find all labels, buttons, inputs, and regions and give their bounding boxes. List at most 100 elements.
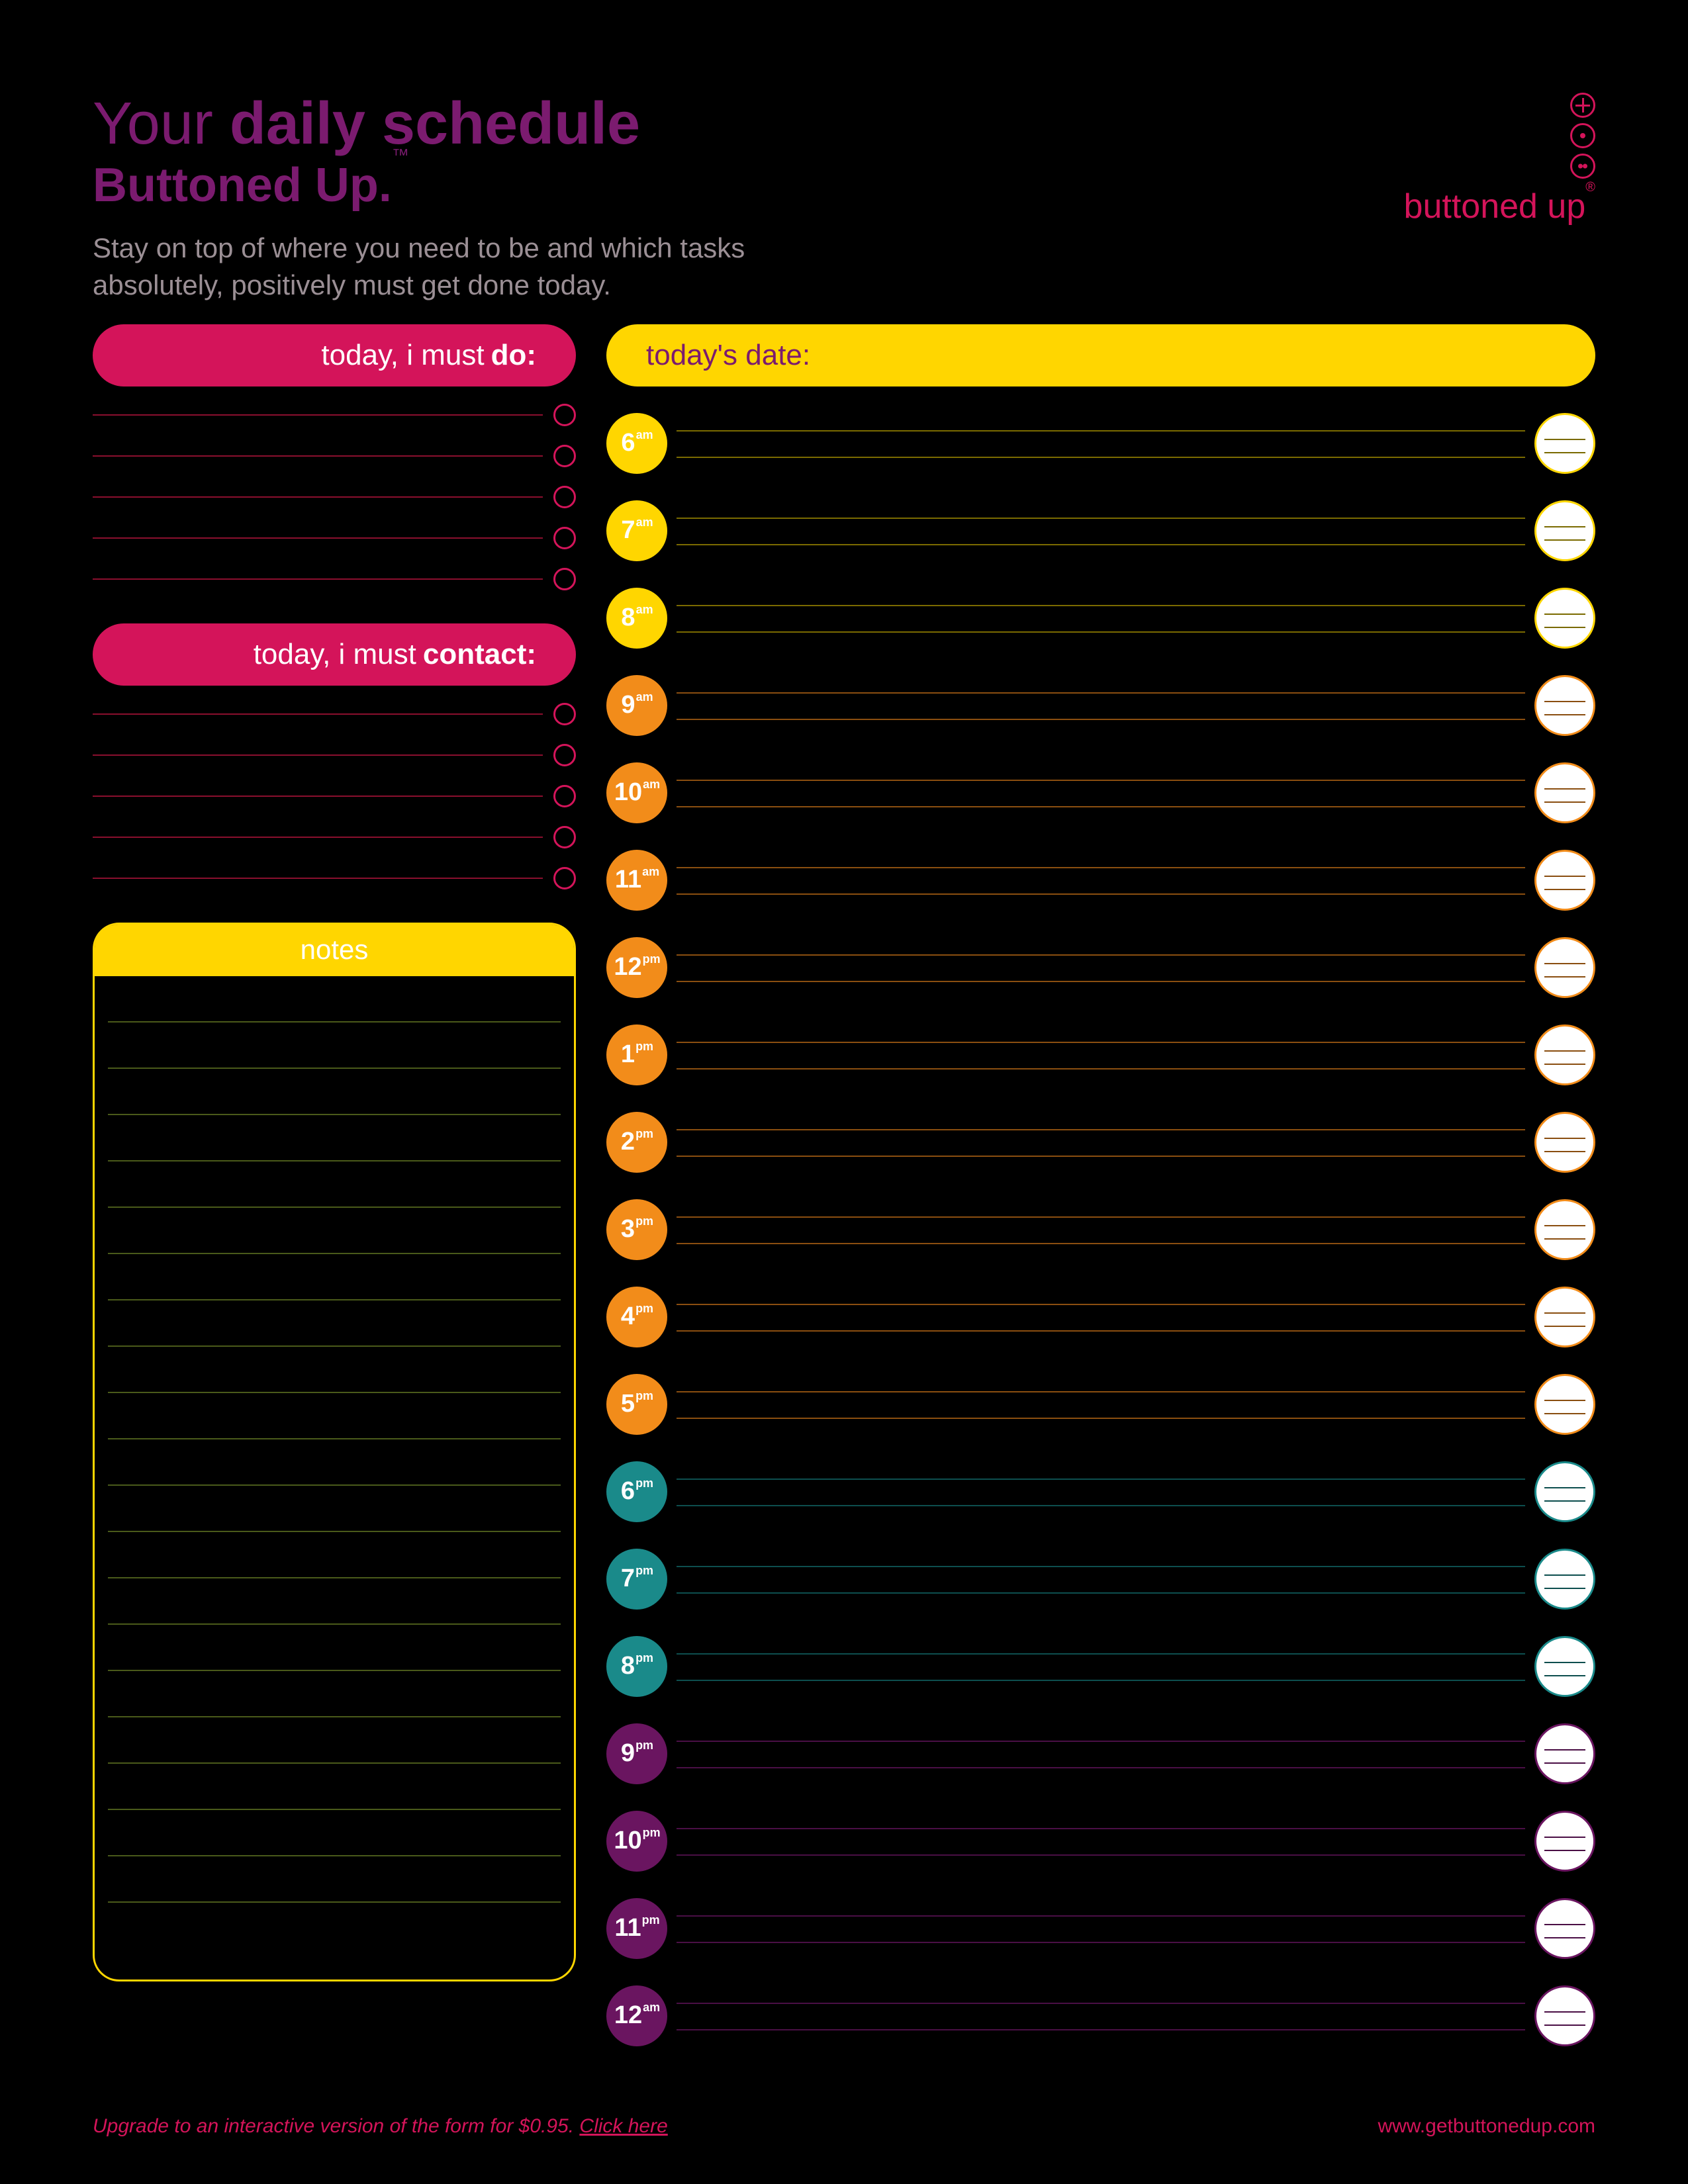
end-bubble[interactable] [1534,413,1595,474]
timeline-slot[interactable]: 11am [606,837,1595,924]
end-bubble[interactable] [1534,1898,1595,1959]
checklist-row[interactable] [93,559,576,600]
checklist-line[interactable] [93,537,543,539]
notes-line[interactable] [108,1625,561,1671]
slot-writing-lines[interactable] [677,1734,1525,1774]
slot-writing-lines[interactable] [677,1385,1525,1424]
checklist-line[interactable] [93,496,543,498]
slot-writing-lines[interactable] [677,1996,1525,2036]
checklist-row[interactable] [93,477,576,518]
end-bubble[interactable] [1534,1024,1595,1085]
timeline-slot[interactable]: 1pm [606,1011,1595,1099]
notes-line[interactable] [108,1161,561,1208]
slot-writing-lines[interactable] [677,773,1525,813]
timeline-slot[interactable]: 7am [606,487,1595,574]
checklist-line[interactable] [93,713,543,715]
notes-line[interactable] [108,976,561,1023]
end-bubble[interactable] [1534,850,1595,911]
checkbox-circle[interactable] [553,826,576,848]
end-bubble[interactable] [1534,588,1595,649]
checkbox-circle[interactable] [553,445,576,467]
notes-line[interactable] [108,1439,561,1486]
notes-line[interactable] [108,1903,561,1949]
checkbox-circle[interactable] [553,486,576,508]
notes-line[interactable] [108,1532,561,1578]
checkbox-circle[interactable] [553,568,576,590]
checklist-row[interactable] [93,394,576,435]
slot-writing-lines[interactable] [677,686,1525,725]
checkbox-circle[interactable] [553,527,576,549]
slot-writing-lines[interactable] [677,1647,1525,1686]
notes-line[interactable] [108,1115,561,1161]
end-bubble[interactable] [1534,1199,1595,1260]
notes-line[interactable] [108,1717,561,1764]
end-bubble[interactable] [1534,937,1595,998]
end-bubble[interactable] [1534,1287,1595,1347]
slot-writing-lines[interactable] [677,598,1525,638]
checklist-row[interactable] [93,858,576,899]
slot-writing-lines[interactable] [677,1472,1525,1512]
checkbox-circle[interactable] [553,867,576,889]
timeline-slot[interactable]: 6am [606,400,1595,487]
timeline-slot[interactable]: 8pm [606,1623,1595,1710]
checklist-row[interactable] [93,694,576,735]
timeline-slot[interactable]: 10pm [606,1797,1595,1885]
slot-writing-lines[interactable] [677,948,1525,987]
timeline-slot[interactable]: 9am [606,662,1595,749]
slot-writing-lines[interactable] [677,511,1525,551]
timeline-slot[interactable]: 6pm [606,1448,1595,1535]
slot-writing-lines[interactable] [677,1909,1525,1948]
notes-line[interactable] [108,1347,561,1393]
end-bubble[interactable] [1534,1723,1595,1784]
end-bubble[interactable] [1534,762,1595,823]
checklist-line[interactable] [93,455,543,457]
slot-writing-lines[interactable] [677,1122,1525,1162]
notes-line[interactable] [108,1393,561,1439]
end-bubble[interactable] [1534,1985,1595,2046]
slot-writing-lines[interactable] [677,1297,1525,1337]
notes-line[interactable] [108,1764,561,1810]
checklist-line[interactable] [93,878,543,879]
notes-line[interactable] [108,1810,561,1856]
end-bubble[interactable] [1534,1374,1595,1435]
checklist-line[interactable] [93,796,543,797]
end-bubble[interactable] [1534,500,1595,561]
timeline-slot[interactable]: 3pm [606,1186,1595,1273]
notes-line[interactable] [108,1069,561,1115]
checkbox-circle[interactable] [553,744,576,766]
notes-line[interactable] [108,1208,561,1254]
checklist-row[interactable] [93,817,576,858]
checkbox-circle[interactable] [553,785,576,807]
notes-line[interactable] [108,1486,561,1532]
timeline-slot[interactable]: 11pm [606,1885,1595,1972]
timeline-slot[interactable]: 2pm [606,1099,1595,1186]
end-bubble[interactable] [1534,1112,1595,1173]
end-bubble[interactable] [1534,1636,1595,1697]
timeline-slot[interactable]: 12am [606,1972,1595,2060]
slot-writing-lines[interactable] [677,1210,1525,1250]
timeline-slot[interactable]: 12pm [606,924,1595,1011]
checklist-line[interactable] [93,578,543,580]
end-bubble[interactable] [1534,1549,1595,1610]
checklist-row[interactable] [93,518,576,559]
timeline-slot[interactable]: 7pm [606,1535,1595,1623]
checkbox-circle[interactable] [553,703,576,725]
slot-writing-lines[interactable] [677,1559,1525,1599]
checklist-row[interactable] [93,776,576,817]
upgrade-link[interactable]: Click here [579,2115,667,2137]
checklist-line[interactable] [93,414,543,416]
checklist-line[interactable] [93,837,543,838]
notes-line[interactable] [108,1671,561,1717]
timeline-slot[interactable]: 5pm [606,1361,1595,1448]
checklist-line[interactable] [93,754,543,756]
notes-line[interactable] [108,1023,561,1069]
timeline-slot[interactable]: 9pm [606,1710,1595,1797]
notes-line[interactable] [108,1254,561,1300]
timeline-slot[interactable]: 4pm [606,1273,1595,1361]
notes-lines[interactable] [95,976,574,1979]
end-bubble[interactable] [1534,675,1595,736]
notes-line[interactable] [108,1300,561,1347]
slot-writing-lines[interactable] [677,424,1525,463]
slot-writing-lines[interactable] [677,860,1525,900]
checklist-row[interactable] [93,435,576,477]
